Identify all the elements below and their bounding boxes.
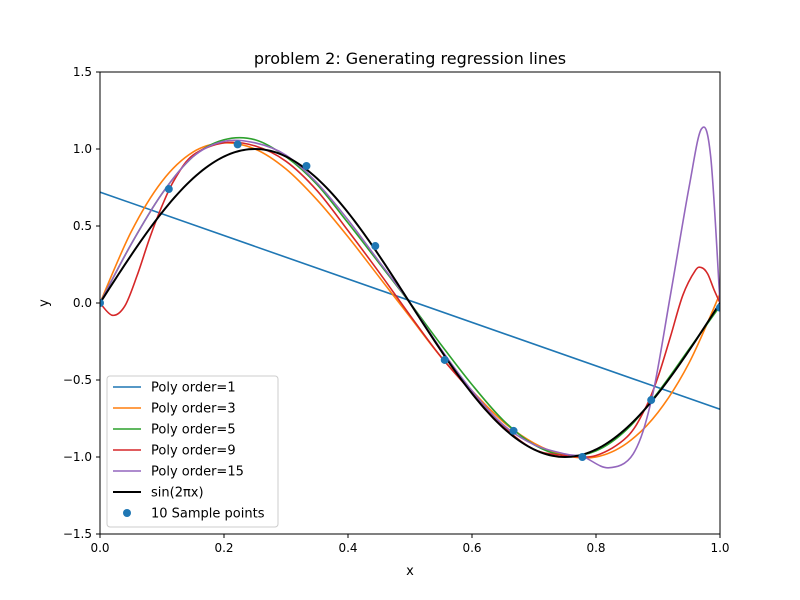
- legend-label: Poly order=3: [151, 402, 236, 417]
- points-layer: [100, 140, 720, 461]
- legend-label: Poly order=1: [151, 381, 236, 396]
- legend-label: Poly order=5: [151, 423, 236, 438]
- legend-label: 10 Sample points: [151, 507, 265, 522]
- y-axis-label: y: [37, 299, 52, 307]
- series-line-2: [100, 141, 720, 459]
- sample-point: [302, 161, 311, 170]
- x-axis-ticks: 0.0 0.2 0.4 0.6 0.8 1.0: [90, 534, 730, 555]
- x-tick-label: 0.6: [462, 541, 481, 555]
- sample-point: [716, 303, 720, 312]
- legend-label: sin(2πx): [151, 486, 204, 501]
- x-axis-label: x: [406, 564, 414, 579]
- x-tick-label: 0.8: [586, 541, 605, 555]
- legend-label: Poly order=9: [151, 444, 236, 459]
- chart-title: problem 2: Generating regression lines: [254, 49, 566, 68]
- legend: Poly order=1 Poly order=3 Poly order=5 Poly…: [106, 375, 279, 528]
- sample-point: [647, 396, 656, 405]
- x-tick-label: 0.2: [214, 541, 233, 555]
- y-tick-label: 1.5: [73, 65, 92, 79]
- y-tick-label: −1.5: [63, 527, 92, 541]
- sample-point: [100, 299, 104, 307]
- y-tick-label: −1.0: [63, 450, 92, 464]
- sample-point: [440, 355, 449, 364]
- x-tick-label: 0.4: [338, 541, 357, 555]
- series-line-sin: [100, 147, 720, 459]
- sample-point: [233, 140, 242, 149]
- y-tick-label: 0.5: [73, 219, 92, 233]
- series-line-1: [100, 191, 720, 411]
- x-tick-label: 0.0: [90, 541, 109, 555]
- y-tick-label: 1.0: [73, 142, 92, 156]
- sample-point: [164, 185, 173, 194]
- series-line-5: [100, 126, 720, 469]
- legend-box: [106, 375, 279, 528]
- legend-label: Poly order=15: [151, 465, 244, 480]
- sample-point: [578, 453, 587, 461]
- y-tick-label: 0.0: [73, 296, 92, 310]
- y-axis-ticks: 1.5 1.0 0.5 0.0 −0.5 −1.0 −1.5: [63, 65, 100, 541]
- series-layer: [100, 126, 720, 469]
- y-tick-label: −0.5: [63, 373, 92, 387]
- sample-point: [371, 242, 380, 251]
- legend-swatch: [123, 509, 131, 517]
- series-line-4: [100, 141, 720, 458]
- x-tick-label: 1.0: [710, 541, 729, 555]
- sample-point: [509, 426, 518, 435]
